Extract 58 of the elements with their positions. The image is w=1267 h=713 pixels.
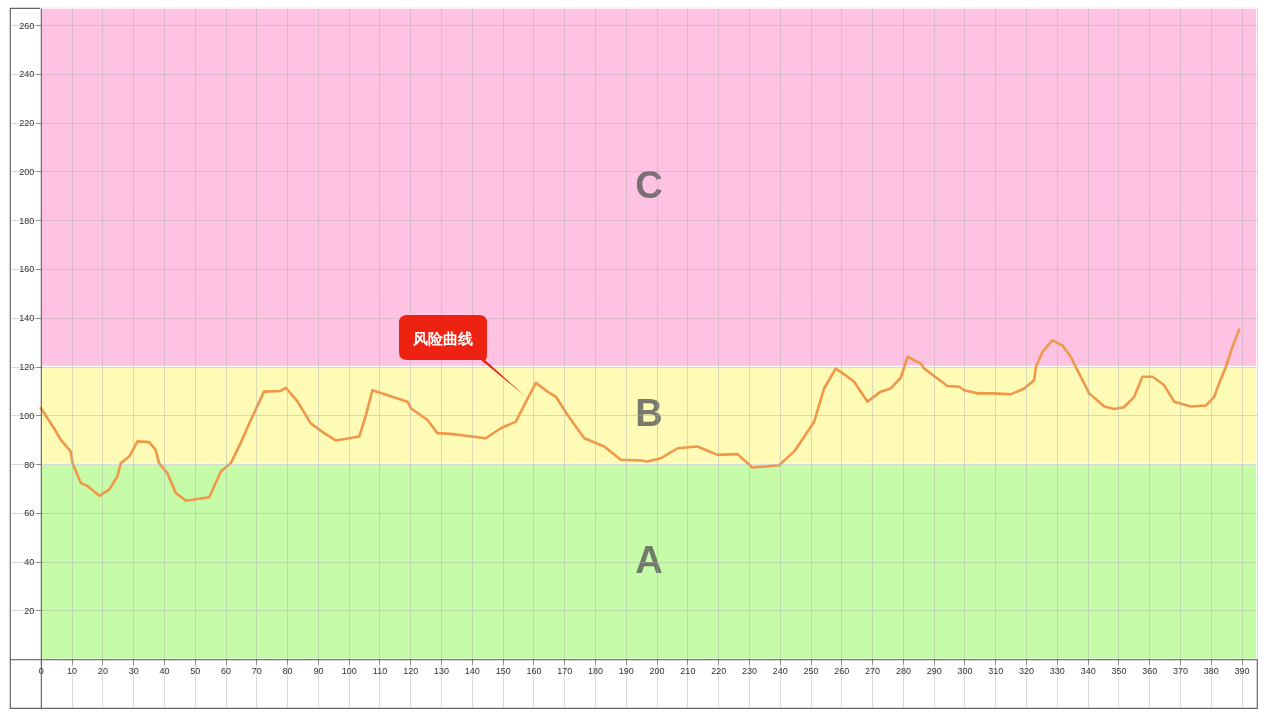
x-tick-label: 30	[128, 665, 139, 676]
x-tick-label: 170	[557, 665, 573, 676]
x-tick-label: 350	[1111, 665, 1127, 676]
x-tick-label: 290	[926, 665, 942, 676]
x-tick-label: 10	[67, 665, 78, 676]
x-tick-label: 390	[1234, 665, 1250, 676]
band-label: A	[635, 538, 663, 581]
y-tick-label: 120	[19, 362, 35, 373]
x-tick-label: 370	[1173, 665, 1189, 676]
x-tick-label: 330	[1049, 665, 1065, 676]
x-tick-label: 0	[38, 665, 44, 676]
x-tick-label: 80	[282, 665, 293, 676]
y-tick-label: 240	[19, 69, 35, 80]
x-tick-label: 130	[434, 665, 450, 676]
y-tick-label: 200	[19, 166, 35, 177]
x-tick-label: 300	[957, 665, 973, 676]
x-tick-label: 320	[1019, 665, 1035, 676]
x-tick-label: 70	[251, 665, 262, 676]
y-tick-label: 220	[19, 118, 35, 129]
x-tick-label: 360	[1142, 665, 1158, 676]
x-tick-label: 210	[680, 665, 696, 676]
annotation: 风险曲线	[412, 329, 473, 347]
y-tick-label: 40	[24, 557, 35, 568]
band-label: B	[635, 392, 663, 435]
y-tick-label: 260	[19, 20, 35, 31]
x-tick-label: 230	[741, 665, 757, 676]
x-tick-label: 270	[865, 665, 881, 676]
x-tick-label: 40	[159, 665, 170, 676]
y-tick-label: 20	[24, 605, 35, 616]
x-tick-label: 20	[97, 665, 108, 676]
x-tick-label: 140	[464, 665, 480, 676]
y-tick-label: 160	[19, 264, 35, 275]
x-tick-label: 180	[588, 665, 604, 676]
x-tick-label: 50	[190, 665, 201, 676]
x-tick-label: 190	[618, 665, 634, 676]
x-tick-label: 150	[495, 665, 511, 676]
y-tick-label: 100	[19, 410, 35, 421]
x-tick-label: 200	[649, 665, 665, 676]
y-tick-label: 180	[19, 215, 35, 226]
x-tick-label: 340	[1080, 665, 1096, 676]
x-tick-label: 380	[1203, 665, 1219, 676]
x-tick-label: 260	[834, 665, 850, 676]
y-tick-label: 140	[19, 313, 35, 324]
band-label: C	[635, 164, 663, 207]
x-tick-label: 160	[526, 665, 542, 676]
x-tick-label: 250	[803, 665, 819, 676]
y-tick-label: 80	[24, 459, 35, 470]
x-tick-label: 120	[403, 665, 419, 676]
x-tick-label: 280	[895, 665, 911, 676]
x-tick-label: 220	[711, 665, 727, 676]
x-tick-label: 240	[772, 665, 788, 676]
x-tick-label: 60	[221, 665, 232, 676]
line-series	[39, 328, 1241, 502]
x-tick-label: 100	[341, 665, 357, 676]
x-tick-label: 110	[372, 665, 388, 676]
x-tick-label: 310	[988, 665, 1004, 676]
y-tick-label: 60	[24, 508, 35, 519]
x-tick-label: 90	[313, 665, 324, 676]
